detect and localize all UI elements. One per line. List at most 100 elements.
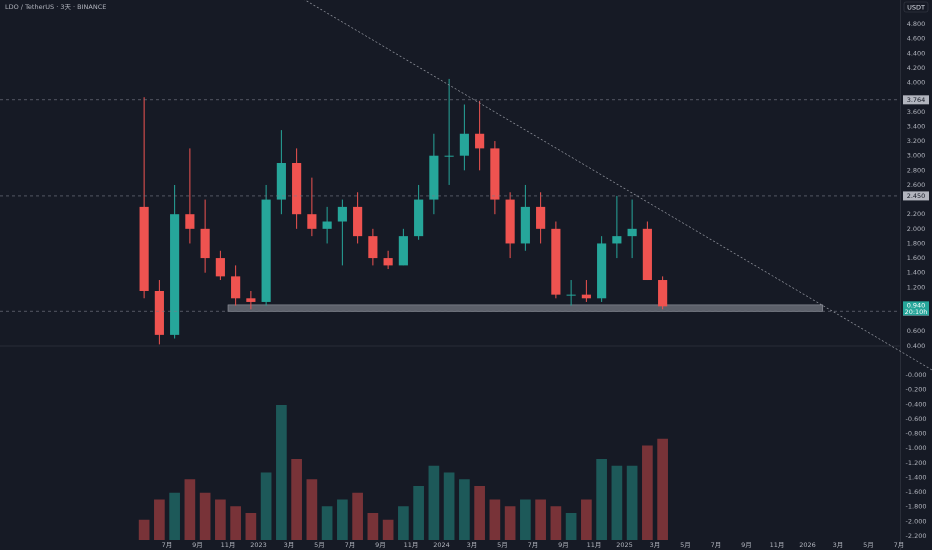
volume-bar	[504, 506, 516, 540]
y-tick-label: 4.400	[907, 49, 926, 57]
candle-body	[261, 199, 271, 302]
x-tick-label: 2026	[799, 541, 816, 549]
candle-body	[154, 290, 164, 335]
volume-bar	[642, 445, 653, 540]
candle-body	[444, 155, 454, 157]
x-tick-label: 7月	[162, 541, 173, 549]
candle-body	[597, 243, 607, 299]
volume-bar	[382, 519, 394, 540]
plot-area	[138, 78, 824, 540]
candle-body	[429, 155, 439, 200]
y-tick-label: -0.600	[906, 415, 927, 423]
y-tick-label: -0.000	[906, 371, 927, 379]
y-tick-label: -1.800	[906, 503, 927, 511]
price-label-box	[903, 191, 929, 201]
candle-body	[642, 228, 652, 281]
volume-bar	[321, 506, 333, 540]
x-tick-label: 7月	[711, 541, 722, 549]
volume-bar	[245, 513, 257, 540]
trendline	[304, 0, 932, 371]
x-tick-label: 11月	[587, 541, 602, 549]
volume-bar	[413, 486, 424, 540]
y-tick-label: -0.800	[906, 430, 927, 438]
candle-body	[536, 206, 546, 229]
volume-bar	[581, 499, 592, 540]
x-tick-label: 7月	[528, 541, 539, 549]
currency-box	[903, 1, 929, 13]
candle-body	[627, 228, 637, 237]
x-tick-label: 7月	[894, 541, 905, 549]
y-tick-label: -1.400	[906, 473, 927, 481]
x-tick-label: 3月	[833, 541, 844, 549]
y-tick-label: -2.200	[906, 532, 927, 540]
candle-body	[353, 206, 363, 237]
x-tick-label: 5月	[497, 541, 508, 549]
price-label: 2.450	[907, 192, 926, 200]
x-tick-label: 9月	[375, 541, 386, 549]
candle-body	[398, 236, 408, 266]
y-tick-label: 1.600	[907, 254, 926, 262]
y-tick-label: 1.800	[907, 239, 926, 247]
volume-bar	[184, 479, 196, 540]
y-tick-label: 4.200	[907, 64, 926, 72]
candle-body	[490, 148, 500, 200]
candle-body	[322, 221, 332, 229]
volume-bar	[291, 459, 302, 540]
x-tick-label: 2023	[250, 541, 267, 549]
y-tick-label: -0.200	[906, 386, 927, 394]
volume-bar	[565, 513, 577, 540]
x-tick-label: 5月	[680, 541, 691, 549]
candle-body	[200, 228, 210, 259]
price-label: 3.764	[907, 96, 926, 104]
volume-bar	[215, 499, 226, 540]
volume-bar	[276, 405, 287, 540]
volume-bar	[138, 519, 150, 540]
candle-body	[246, 298, 256, 302]
candle-body	[658, 280, 668, 307]
y-tick-label: -1.600	[906, 488, 927, 496]
candle-body	[505, 199, 515, 244]
volume-bar	[657, 438, 668, 540]
x-tick-label: 3月	[650, 541, 661, 549]
candle-body	[368, 236, 378, 259]
x-tick-label: 3月	[467, 541, 478, 549]
candle-body	[337, 206, 347, 222]
volume-bar	[443, 472, 455, 540]
candle-body	[215, 258, 225, 277]
countdown: 20:10h	[905, 308, 928, 316]
y-tick-label: 3.400	[907, 122, 926, 130]
y-tick-label: 3.000	[907, 152, 926, 160]
volume-bar	[459, 479, 470, 540]
y-tick-label: 4.600	[907, 35, 926, 43]
candle-body	[414, 199, 424, 237]
candle-body	[231, 276, 241, 299]
volume-bar	[154, 499, 165, 540]
volume-bar	[474, 486, 485, 540]
support-zone	[227, 304, 824, 312]
y-tick-label: 4.000	[907, 79, 926, 87]
candle-body	[566, 294, 576, 296]
x-tick-label: 3月	[284, 541, 295, 549]
volume-bar	[230, 506, 241, 540]
x-tick-label: 11月	[770, 541, 785, 549]
last-price-box	[903, 301, 929, 316]
x-tick-label: 5月	[314, 541, 325, 549]
volume-bar	[535, 499, 546, 540]
y-tick-label: 2.000	[907, 225, 926, 233]
volume-bar	[306, 479, 318, 540]
volume-bar	[596, 459, 607, 540]
y-tick-label: 4.800	[907, 20, 926, 28]
candle-body	[185, 214, 195, 229]
y-tick-label: -0.400	[906, 400, 927, 408]
volume-bar	[337, 499, 348, 540]
volume-bar	[260, 472, 272, 540]
y-tick-label: 3.600	[907, 108, 926, 116]
y-tick-label: 0.600	[907, 327, 926, 335]
volume-bar	[611, 465, 623, 540]
candle-body	[612, 236, 622, 244]
volume-bar	[367, 513, 379, 540]
candle-body	[551, 228, 561, 295]
